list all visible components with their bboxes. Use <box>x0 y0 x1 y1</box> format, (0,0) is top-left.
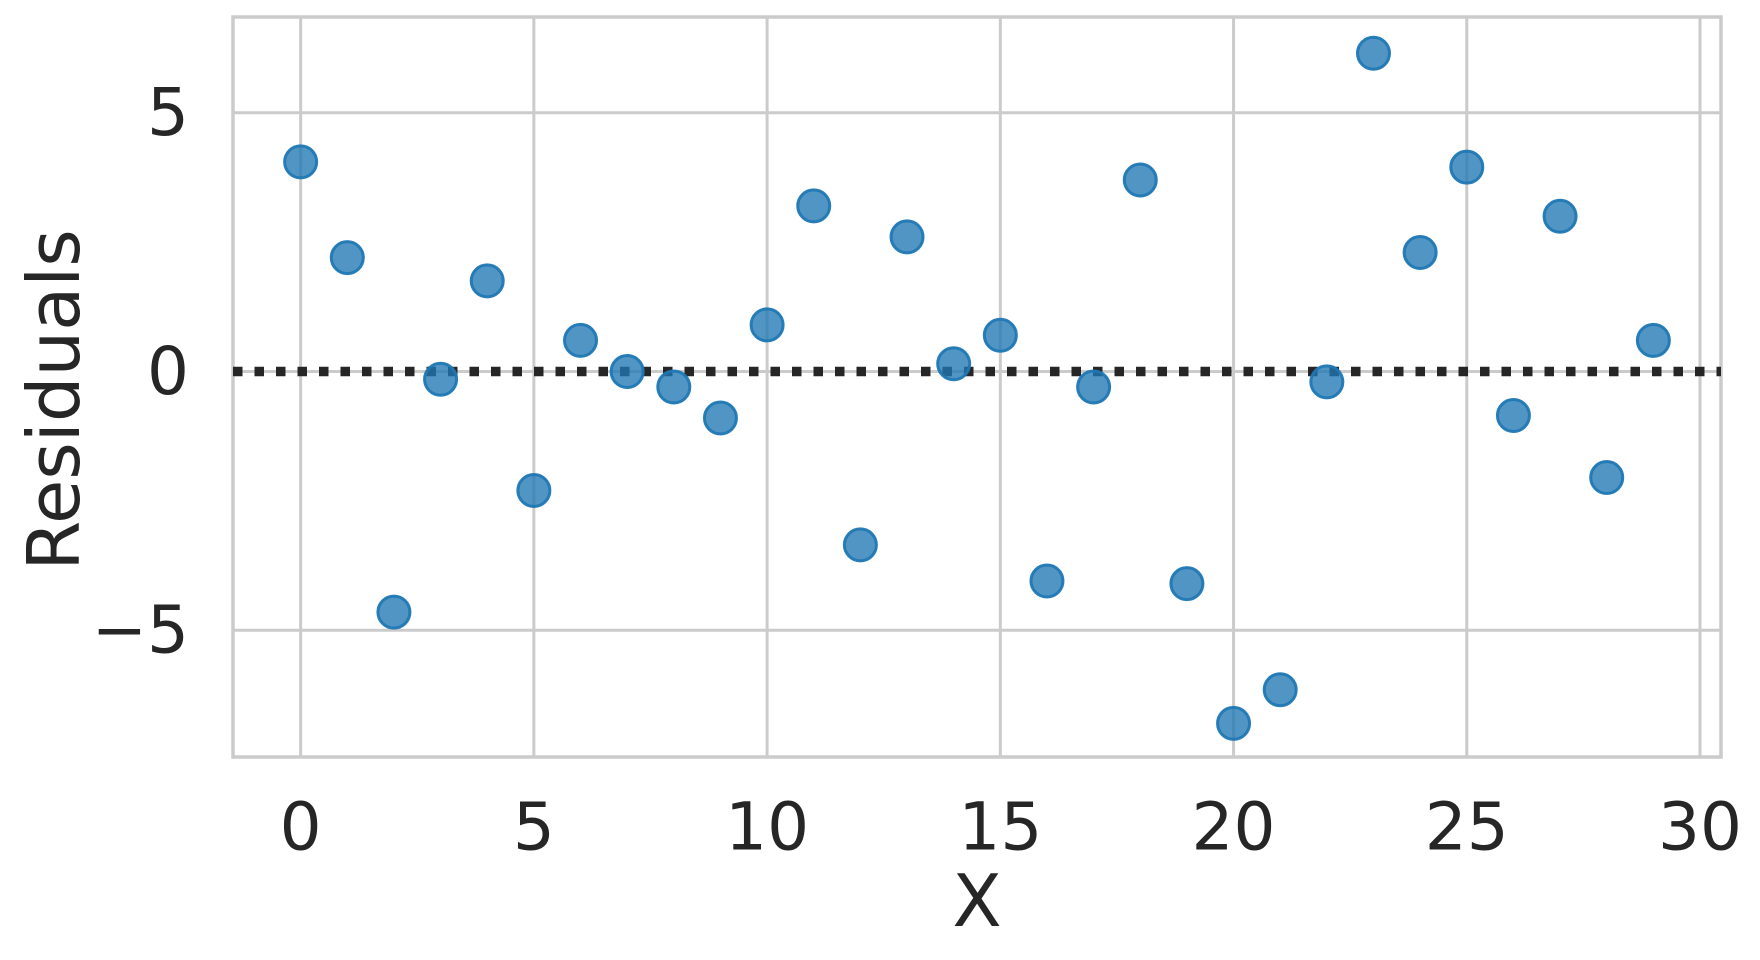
data-point <box>609 353 645 389</box>
data-point <box>1635 322 1671 358</box>
data-point <box>1589 460 1625 496</box>
data-point <box>1076 369 1112 405</box>
data-point <box>749 307 785 343</box>
data-point <box>1262 672 1298 708</box>
y-axis-title: Residuals <box>12 229 96 571</box>
data-point <box>469 263 505 299</box>
data-point <box>376 594 412 630</box>
data-point <box>1029 563 1065 599</box>
y-tick-label: −5 <box>92 592 189 669</box>
x-tick-label: 25 <box>1425 789 1509 866</box>
data-point <box>982 317 1018 353</box>
data-point <box>1542 198 1578 234</box>
x-tick-label: 0 <box>280 789 322 866</box>
data-point <box>1495 397 1531 433</box>
data-point <box>796 188 832 224</box>
data-point <box>283 144 319 180</box>
data-point <box>1449 149 1485 185</box>
data-point <box>1216 705 1252 741</box>
x-tick-label: 15 <box>958 789 1042 866</box>
axes-background <box>233 17 1721 757</box>
data-point <box>842 527 878 563</box>
x-tick-label: 20 <box>1192 789 1276 866</box>
data-point <box>1169 566 1205 602</box>
x-axis-title: X <box>952 859 1002 943</box>
plot-border <box>231 15 1723 759</box>
data-point <box>329 240 365 276</box>
data-point <box>702 400 738 436</box>
data-point <box>563 322 599 358</box>
data-point <box>516 472 552 508</box>
data-point <box>656 369 692 405</box>
y-tick-label: 5 <box>147 74 189 151</box>
data-point <box>936 346 972 382</box>
data-point <box>1402 234 1438 270</box>
data-point <box>889 219 925 255</box>
data-point <box>1122 162 1158 198</box>
x-tick-label: 5 <box>513 789 555 866</box>
data-point <box>423 361 459 397</box>
x-tick-label: 10 <box>725 789 809 866</box>
data-point <box>1355 35 1391 71</box>
x-tick-label: 30 <box>1658 789 1742 866</box>
data-point <box>1309 364 1345 400</box>
y-tick-label: 0 <box>147 333 189 410</box>
